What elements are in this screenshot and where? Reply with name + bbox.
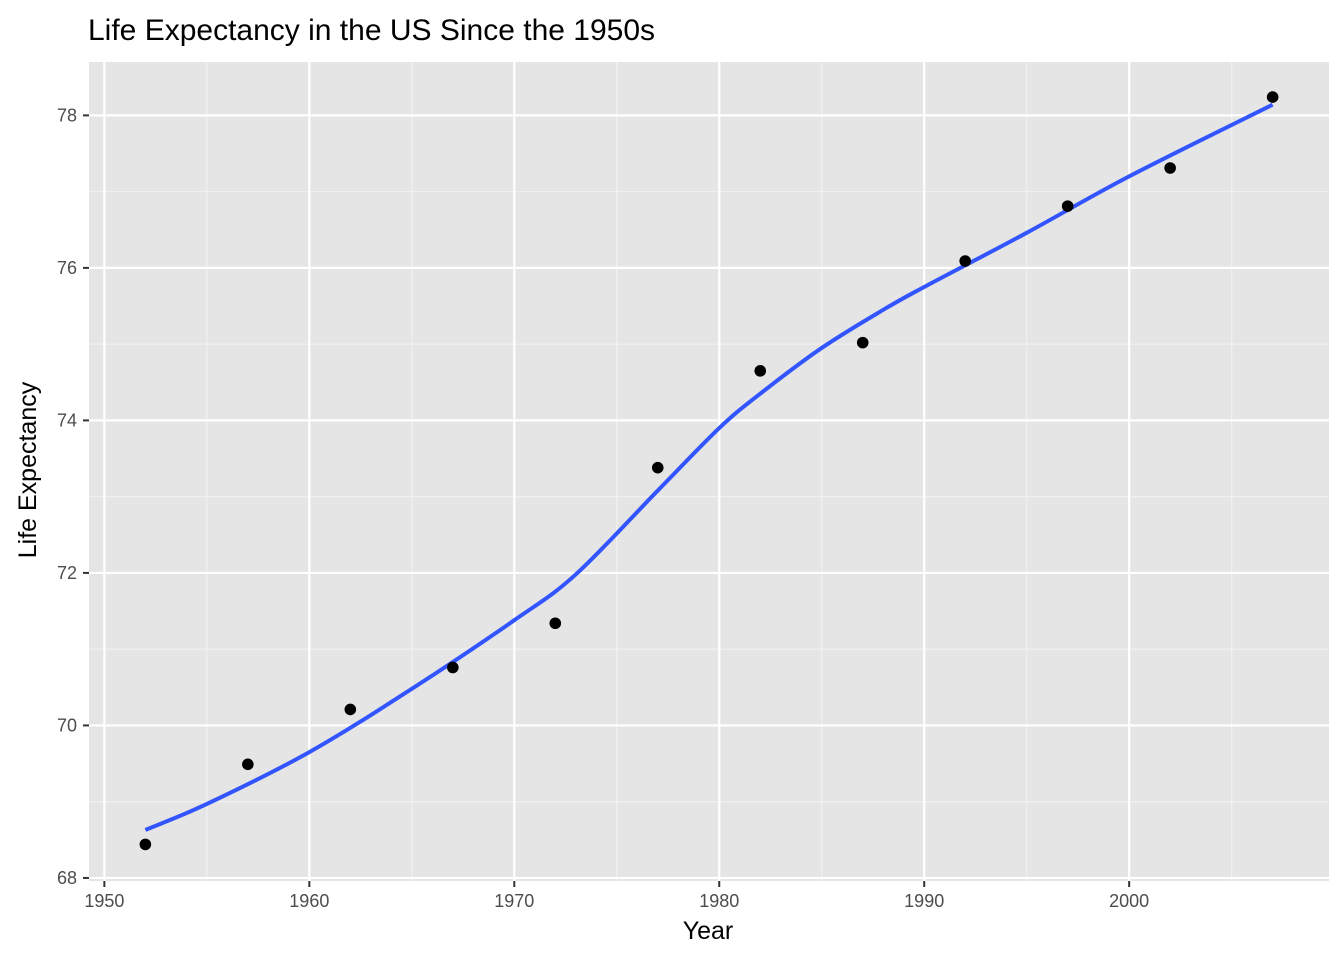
data-point [549, 617, 562, 630]
data-point [651, 461, 664, 474]
plot-panel [89, 62, 1329, 881]
y-axis-title: Life Expectancy [14, 381, 42, 558]
data-point [344, 703, 357, 716]
y-tick-label: 72 [57, 563, 77, 583]
x-tick-label: 1950 [84, 891, 124, 911]
data-point [447, 661, 459, 674]
data-point [754, 365, 767, 377]
major-gridlines [89, 62, 1329, 881]
data-point [139, 838, 152, 851]
x-tick-label: 2000 [1109, 891, 1149, 911]
y-tick-label: 74 [57, 410, 77, 430]
data-point [1164, 162, 1176, 174]
x-tick-label: 1990 [904, 891, 944, 911]
x-tick-label: 1980 [699, 891, 739, 911]
y-tick-label: 68 [57, 868, 77, 888]
data-point [959, 255, 971, 267]
chart-title: Life Expectancy in the US Since the 1950… [88, 14, 655, 47]
x-tick-label: 1960 [289, 891, 329, 911]
data-point [856, 336, 869, 349]
x-axis-tick-labels: 1950 1960 1970 1980 1990 2000 [84, 891, 1149, 911]
x-tick-label: 1970 [494, 891, 534, 911]
data-point [1061, 200, 1074, 212]
data-point [1266, 91, 1279, 103]
data-points [139, 91, 1279, 851]
y-tick-label: 70 [57, 715, 77, 735]
x-axis-title: Year [683, 917, 734, 945]
smoothed-trend-line [144, 102, 1274, 832]
y-tick-label: 76 [57, 258, 77, 278]
y-axis-tick-labels: 68 70 72 74 76 78 [57, 105, 77, 888]
axis-ticks [83, 114, 1131, 887]
y-tick-label: 78 [57, 105, 77, 125]
data-point [242, 758, 254, 771]
minor-gridlines [89, 62, 1329, 881]
